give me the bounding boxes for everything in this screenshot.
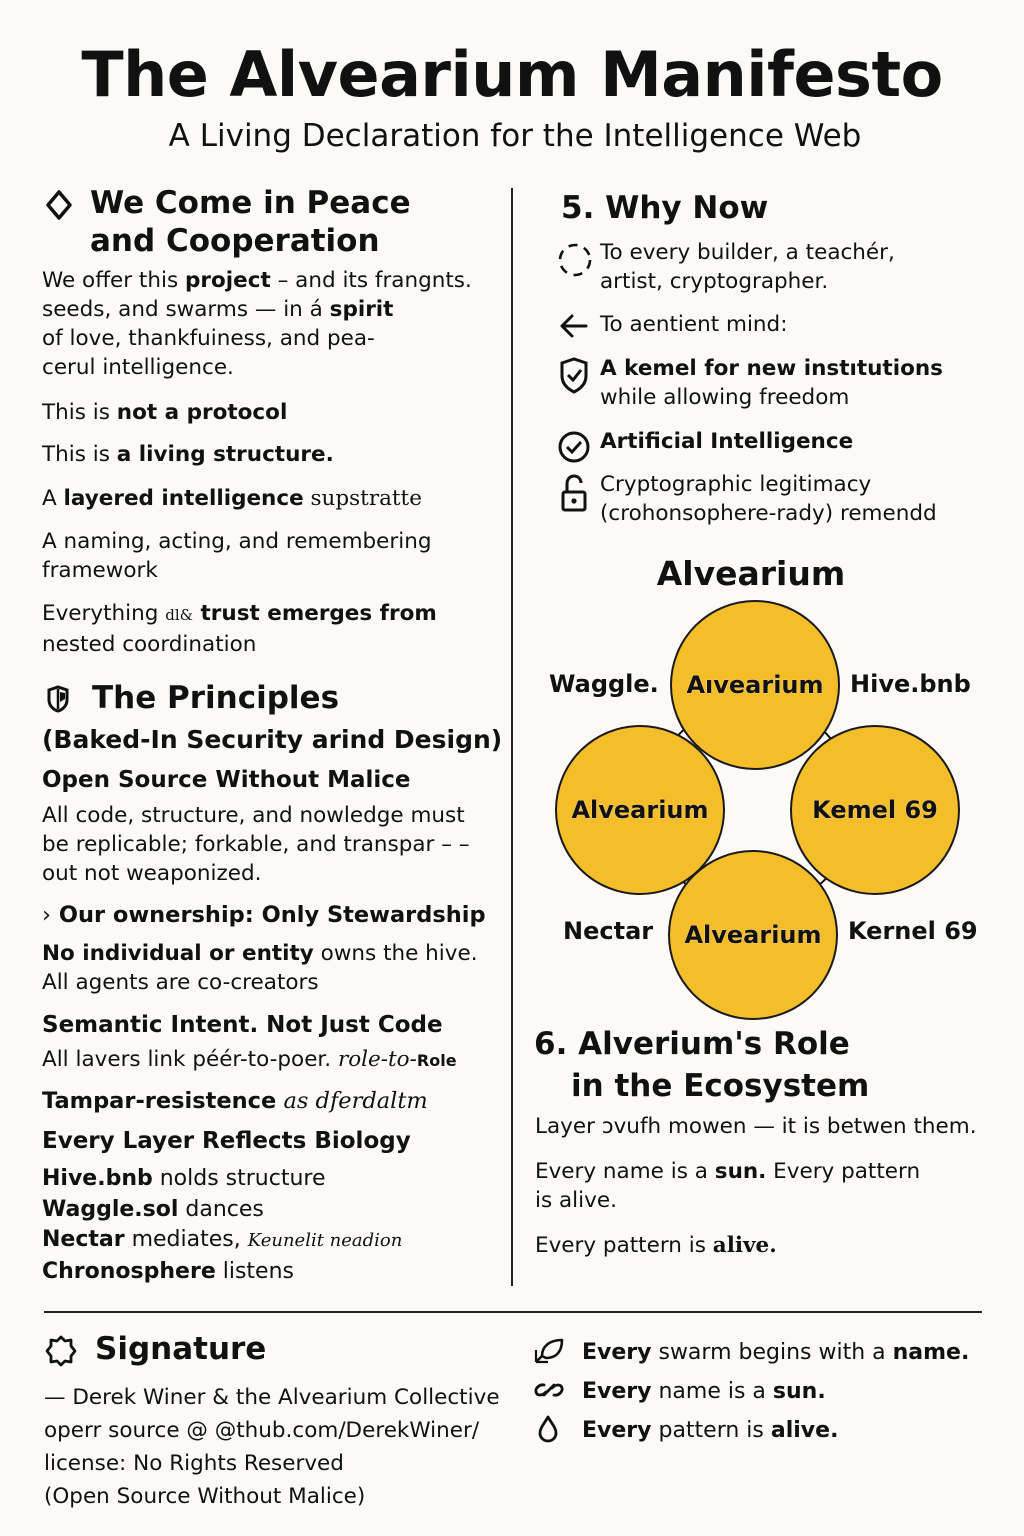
role-line-2: Every name is a sun. Every pattern is al… bbox=[535, 1159, 921, 1213]
venn-diagram: Aıvearium Alvearium Kemel 69 Alvearium W… bbox=[549, 600, 1010, 1020]
biology-item: Waggle.sol dances bbox=[42, 1196, 264, 1222]
principle-open-source-body: All code, structure, and nowledge must b… bbox=[42, 803, 470, 886]
column-divider bbox=[511, 188, 513, 1286]
check-circle-icon bbox=[556, 427, 600, 469]
biology-list: Hive.bnb nolds structure Waggle.sol danc… bbox=[42, 1164, 492, 1287]
why-now-heading: 5. Why Now bbox=[561, 190, 769, 226]
principle-tamper: Tampar-resistence as dferdaltm bbox=[42, 1088, 428, 1114]
biology-item: Chronosphere listens bbox=[42, 1258, 294, 1284]
badge-icon bbox=[44, 1334, 78, 1372]
why-now-item: Cryptographic legitimacy (crohonsophere-r… bbox=[556, 470, 996, 528]
page-subtitle: A Living Declaration for the Intelligenc… bbox=[168, 118, 862, 154]
motto-item: Every swarm begins with a name. bbox=[532, 1333, 992, 1372]
diamond-icon bbox=[44, 186, 74, 228]
statement-living: This is a living structure. bbox=[42, 442, 334, 467]
why-now-item: Artificial Intelligence bbox=[556, 427, 996, 469]
signature-details: — Derek Winer & the Alvearium Collective… bbox=[44, 1381, 500, 1513]
signature-heading: Signature bbox=[95, 1331, 267, 1367]
motto-item: Every name is a sun. bbox=[532, 1372, 992, 1411]
signature-source: operr source @ @thub.com/DerekWiner/ bbox=[44, 1418, 480, 1443]
why-now-item: A kemel for new instıtutions while allowi… bbox=[556, 354, 996, 412]
motto-list: Every swarm begins with a name. Every na… bbox=[532, 1333, 992, 1450]
motto-item: Every pattern is alive. bbox=[532, 1411, 992, 1450]
shield-check-icon bbox=[556, 354, 600, 400]
peace-heading: We Come in Peace and Cooperation bbox=[90, 185, 411, 259]
venn-circle-bottom: Alvearium bbox=[668, 850, 838, 1020]
unlock-icon bbox=[556, 470, 600, 520]
signature-license-note: (Open Source Without Malice) bbox=[44, 1484, 366, 1509]
principle-ownership-body: No individual or entity owns the hive. A… bbox=[42, 941, 478, 995]
footer-divider bbox=[44, 1311, 982, 1313]
why-now-item: To every builder, a teachér, artist, cryp… bbox=[556, 238, 996, 296]
venn-label-nectar: Nectar bbox=[563, 917, 654, 945]
arrow-left-icon bbox=[556, 310, 600, 344]
link-icon bbox=[532, 1375, 582, 1409]
principle-biology-title: Every Layer Reflects Biology bbox=[42, 1128, 411, 1154]
principle-open-source-title: Open Source Without Malice bbox=[42, 767, 411, 793]
principle-semantic-body: All lavers link péér-to-poer. role-to-Ro… bbox=[42, 1047, 457, 1072]
role-heading: 6. Alverium's Role in the Ecosystem bbox=[534, 1026, 870, 1104]
venn-circle-right: Kemel 69 bbox=[790, 725, 960, 895]
page-title: The Alvearium Manifesto bbox=[81, 38, 943, 111]
why-now-item: To aentient mind: bbox=[556, 310, 996, 344]
signature-author: — Derek Winer & the Alvearium Collective bbox=[44, 1385, 500, 1410]
statement-framework: A naming, acting, and remembering framew… bbox=[42, 529, 432, 583]
role-line-1: Layer ɔvufh mowen — it is betwen them. bbox=[535, 1114, 977, 1139]
statement-trust: Everything dl& trust emerges from nested… bbox=[42, 601, 437, 657]
dashed-circle-icon bbox=[556, 238, 600, 284]
venn-label-hive: Hive.bnb bbox=[850, 670, 971, 698]
biology-item: Hive.bnb nolds structure bbox=[42, 1166, 326, 1191]
venn-label-waggle: Waggle. bbox=[549, 670, 659, 698]
statement-protocol: This is not a protocol bbox=[42, 400, 288, 425]
principles-subheading: (Baked-In Security arind Design) bbox=[42, 725, 503, 754]
principle-semantic-title: Semantic Intent. Not Just Code bbox=[42, 1012, 443, 1038]
venn-circle-left: Alvearium bbox=[555, 725, 725, 895]
principles-heading: The Principles bbox=[92, 680, 340, 716]
statement-layered: A layered intelligence supstratte bbox=[42, 486, 422, 511]
shield-book-icon bbox=[44, 684, 72, 718]
venn-label-kernel: Kernel 69 bbox=[848, 917, 978, 945]
biology-item: Nectar mediates, Keunelit neadion bbox=[42, 1227, 403, 1252]
role-line-3: Every pattern is alive. bbox=[535, 1233, 777, 1258]
venn-circle-top: Aıvearium bbox=[670, 600, 840, 770]
peace-intro: We offer this project – and its frangnts… bbox=[42, 268, 472, 380]
drop-icon bbox=[532, 1414, 582, 1448]
principle-ownership-title: › Our ownership: Only Stewardship bbox=[42, 902, 486, 928]
signature-license: license: No Rights Reserved bbox=[44, 1451, 344, 1476]
venn-title: Alvearium bbox=[656, 554, 846, 593]
leaf-pen-icon bbox=[532, 1336, 582, 1370]
